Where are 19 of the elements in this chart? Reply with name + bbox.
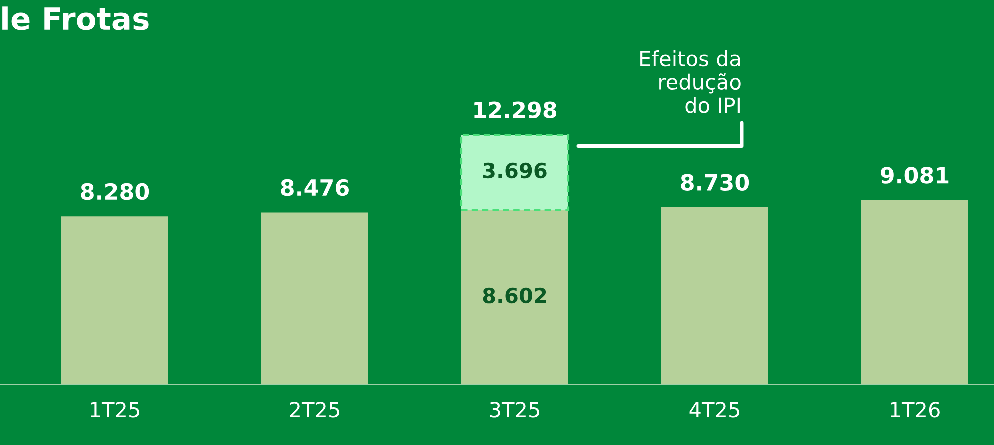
bar [262,212,368,385]
bar [662,208,768,385]
chart-title: le Frotas [2,6,149,30]
data-label: 8.280 [81,183,150,200]
x-tick-label: 4T25 [690,402,740,418]
text: Efeitos da redução do IPI [640,50,741,114]
data-label: 8.730 [681,174,750,192]
x-tick-label: 1T25 [91,402,140,418]
x-tick-label: 1T26 [891,402,940,418]
x-tick-label: 2T25 [290,402,340,418]
data-label: 9.081 [881,167,949,184]
bar [462,210,568,385]
bar [862,200,968,385]
data-label: 3.696 [483,162,547,179]
x-tick-label: 3T25 [490,402,540,418]
data-label: 8.602 [483,288,546,304]
data-label: 8.476 [281,179,349,196]
total-label: 12.298 [474,102,556,118]
bar [62,216,168,385]
